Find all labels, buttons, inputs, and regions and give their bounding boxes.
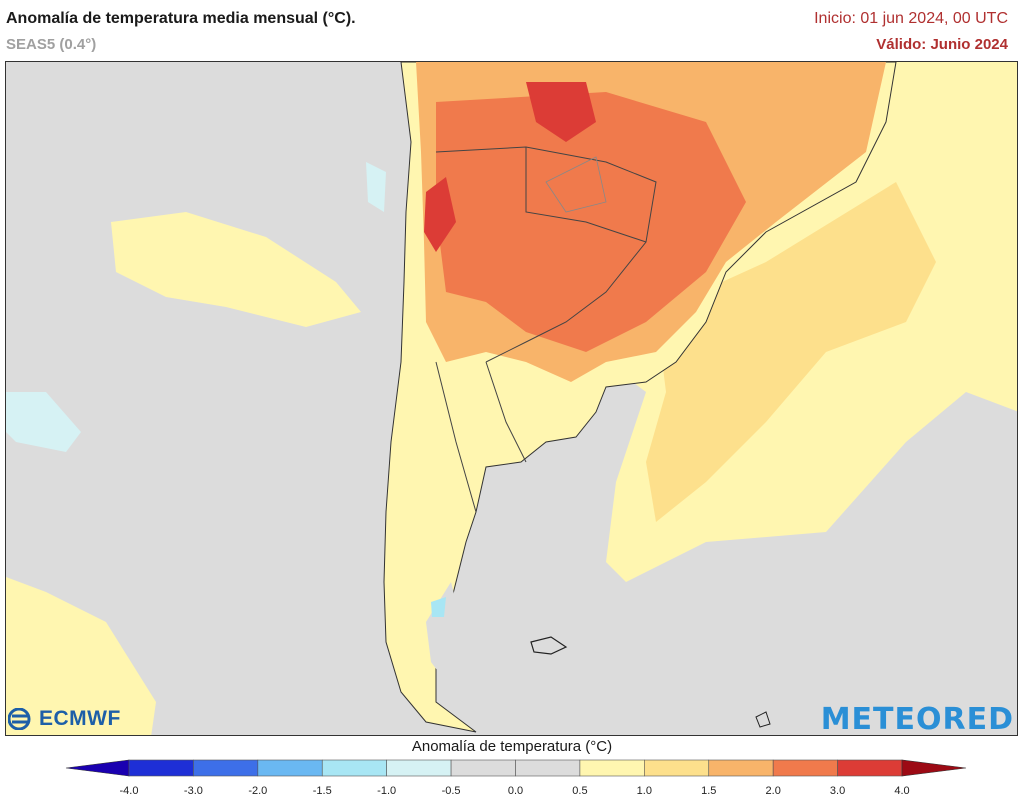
colorbar-tick-label: 0.5 <box>572 785 587 797</box>
pacific-warm-area <box>111 212 361 327</box>
island-outline <box>755 711 771 728</box>
patagonia-cool-spot <box>431 597 446 617</box>
colorbar-segment <box>515 759 581 777</box>
cool-area-coast <box>366 162 386 212</box>
patagonia-neutral-area <box>426 582 461 682</box>
valid-period: Válido: Junio 2024 <box>876 36 1008 53</box>
colorbar-tick-label: -3.0 <box>184 785 203 797</box>
colorbar-segment <box>708 759 774 777</box>
colorbar-segment <box>644 759 710 777</box>
colorbar-legend: -4.0 -3.0 -2.0 -1.5 -1.0 -0.5 0.0 0.5 1.0 1.5 2.0 3… <box>65 759 967 797</box>
colorbar-arrow-high <box>901 759 967 777</box>
colorbar-segment <box>321 759 387 777</box>
colorbar-segment <box>128 759 194 777</box>
atlantic-warmer-area <box>646 182 936 522</box>
hot-interior-area <box>436 92 746 352</box>
anomaly-map[interactable] <box>5 61 1018 736</box>
southwest-warm-area <box>6 577 156 735</box>
ecmwf-logo: ECMWF <box>8 707 121 731</box>
init-time: Inicio: 01 jun 2024, 00 UTC <box>814 10 1008 27</box>
colorbar-segment <box>450 759 516 777</box>
meteored-logo: METEORED <box>820 702 1014 737</box>
colorbar-tick-label: 2.0 <box>766 785 781 797</box>
falkland-islands <box>530 636 568 655</box>
colorbar-segment <box>837 759 903 777</box>
colorbar-segment <box>257 759 323 777</box>
colorbar-tick-label: -1.5 <box>313 785 332 797</box>
colorbar-arrow-low <box>65 759 130 777</box>
ecmwf-mark-icon <box>8 708 31 730</box>
hottest-core-area <box>526 82 596 142</box>
colorbar-segment <box>579 759 645 777</box>
colorbar-tick-label: -4.0 <box>120 785 139 797</box>
colorbar-segment <box>386 759 452 777</box>
map-canvas <box>6 62 1017 735</box>
colorbar-segment <box>193 759 259 777</box>
colorbar-tick-label: -2.0 <box>248 785 267 797</box>
map-title: Anomalía de temperatura media mensual (°… <box>6 10 356 27</box>
colorbar-tick-label: -0.5 <box>442 785 461 797</box>
colorbar-tick-label: 1.5 <box>701 785 716 797</box>
country-borders <box>435 146 657 513</box>
colorbar-tick-label: 4.0 <box>894 785 909 797</box>
colorbar-title: Anomalía de temperatura (°C) <box>411 738 613 755</box>
model-label: SEAS5 (0.4°) <box>6 36 97 53</box>
colorbar-tick-label: 1.0 <box>637 785 652 797</box>
province-borders <box>545 156 607 213</box>
colorbar-tick-label: 0.0 <box>508 785 523 797</box>
hot-andes-area <box>424 177 456 252</box>
colorbar-tick-label: 3.0 <box>830 785 845 797</box>
cool-area-west <box>6 392 81 452</box>
ecmwf-logo-text: ECMWF <box>39 707 121 730</box>
colorbar-segment <box>772 759 838 777</box>
colorbar-tick-label: -1.0 <box>377 785 396 797</box>
